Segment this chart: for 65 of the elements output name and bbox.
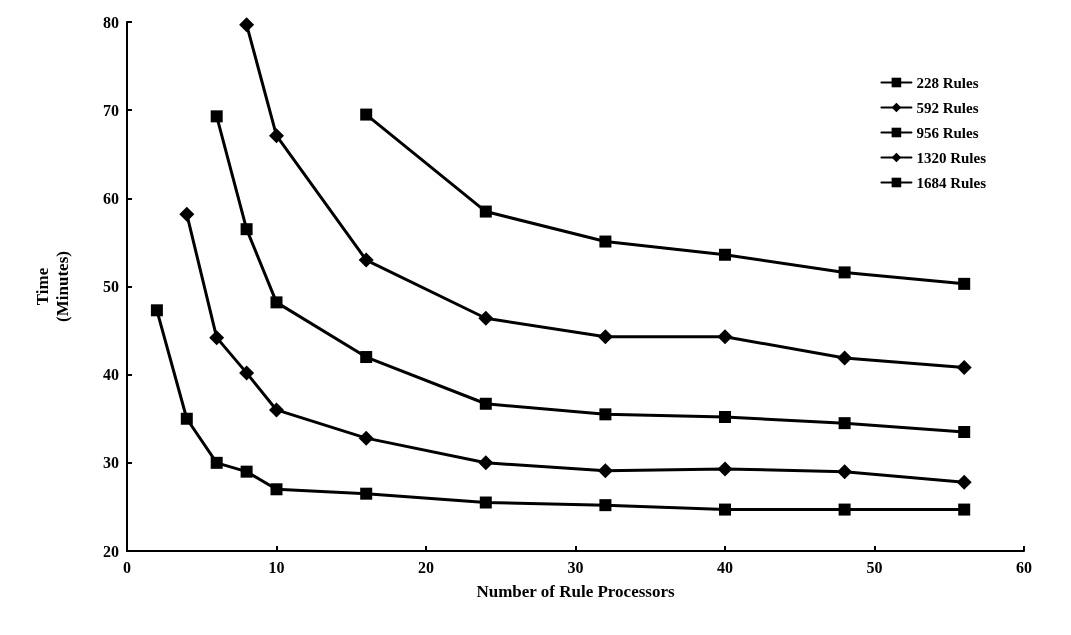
point <box>360 108 373 121</box>
point <box>956 474 972 490</box>
y-tick-label: 60 <box>103 189 119 207</box>
point <box>599 235 612 248</box>
x-axis-title: Number of Rule Processors <box>476 581 675 601</box>
point <box>837 350 853 366</box>
point <box>360 351 373 364</box>
point <box>269 402 284 418</box>
point <box>479 205 492 218</box>
point <box>958 425 971 438</box>
point <box>599 408 612 421</box>
point <box>270 483 283 496</box>
x-tick-label: 50 <box>866 558 883 576</box>
point <box>360 487 373 500</box>
point <box>958 503 971 516</box>
point <box>358 430 374 446</box>
point <box>240 223 253 236</box>
x-tick-label: 20 <box>418 558 434 576</box>
x-tick-label: 0 <box>123 558 131 576</box>
point <box>597 463 613 479</box>
point <box>717 461 733 477</box>
point <box>210 110 223 123</box>
y-tick-label: 50 <box>103 278 119 295</box>
point <box>358 252 374 268</box>
point <box>179 206 195 222</box>
point <box>958 277 971 290</box>
legend-label: 1320 Rules <box>916 149 987 166</box>
point <box>239 17 255 33</box>
point <box>719 410 731 423</box>
point <box>838 417 851 430</box>
point <box>838 503 851 516</box>
point <box>717 329 733 345</box>
point <box>719 248 731 261</box>
point <box>719 503 731 516</box>
y-tick-label: 30 <box>103 454 119 472</box>
point <box>478 310 494 326</box>
point <box>479 397 492 410</box>
legend-label: 1684 Rules <box>916 174 987 191</box>
point <box>956 360 972 376</box>
point <box>838 266 851 279</box>
x-tick-label: 60 <box>1016 558 1032 576</box>
y-axis-title: Time (Minutes) <box>32 251 72 322</box>
point <box>478 455 494 471</box>
point <box>209 330 225 346</box>
x-tick-label: 40 <box>717 558 733 576</box>
point <box>150 304 163 317</box>
y-tick-label: 70 <box>103 101 119 119</box>
y-tick-label: 80 <box>103 13 119 31</box>
point <box>597 329 613 345</box>
point <box>270 296 283 309</box>
point <box>180 412 193 425</box>
point <box>479 496 492 509</box>
legend-label: 592 Rules <box>916 99 979 116</box>
y-tick-label: 40 <box>103 366 119 384</box>
legend-label: 956 Rules <box>916 124 979 141</box>
point <box>239 365 255 381</box>
legend-label: 228 Rules <box>916 74 979 91</box>
point <box>210 456 223 469</box>
point <box>240 465 253 478</box>
y-tick-label: 20 <box>103 542 119 560</box>
x-tick-label: 30 <box>567 558 584 576</box>
point <box>269 128 284 144</box>
x-tick-label: 10 <box>268 558 285 576</box>
point <box>837 464 853 480</box>
point <box>599 499 612 512</box>
